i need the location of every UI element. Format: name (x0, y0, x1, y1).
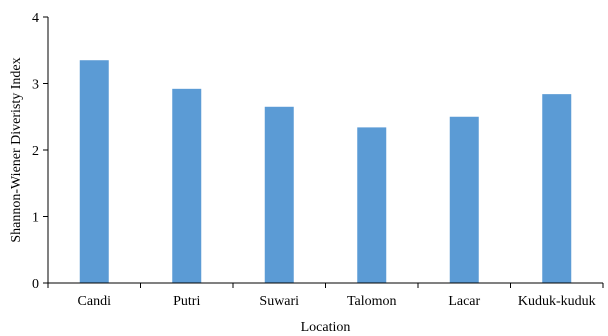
bar (79, 60, 109, 283)
y-axis-title: Shannon-Wiener Diveristy Index (9, 57, 24, 242)
bar (264, 106, 294, 284)
y-tick-label: 3 (32, 78, 39, 93)
bar-series (79, 60, 572, 284)
y-axis-ticks: 0 1 2 3 4 (32, 11, 48, 292)
y-tick-label: 2 (32, 144, 39, 159)
x-tick-label: Talomon (347, 294, 397, 309)
x-tick-label: Putri (173, 294, 200, 309)
x-tick-label: Lacar (448, 294, 480, 309)
bar (542, 94, 572, 283)
bar (172, 88, 202, 283)
x-axis-ticks: Candi Putri Suwari Talomon Lacar Kuduk-kuduk (47, 283, 604, 309)
x-tick-label: Suwari (259, 294, 299, 309)
bar (357, 127, 387, 283)
y-tick-label: 0 (32, 277, 39, 292)
y-tick-label: 4 (32, 11, 39, 26)
x-tick-label: Kuduk-kuduk (518, 294, 596, 309)
bar (449, 116, 479, 283)
y-tick-label: 1 (32, 211, 39, 226)
x-tick-label: Candi (78, 294, 112, 309)
x-axis-title: Location (301, 320, 351, 335)
